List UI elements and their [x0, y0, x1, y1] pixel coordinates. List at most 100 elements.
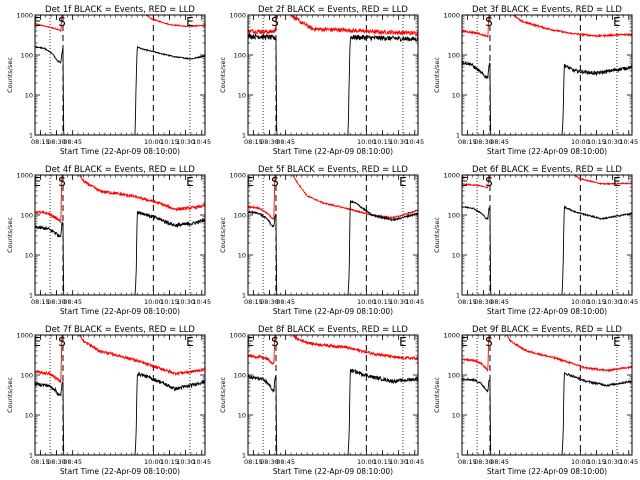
marker-label: E: [186, 175, 194, 189]
y-tick-label: 1: [456, 132, 460, 140]
x-tick-label: 10:15: [160, 458, 179, 466]
y-tick-label: 100: [448, 372, 460, 380]
x-tick-label: 10:30: [389, 458, 408, 466]
y-tick-label: 1000: [443, 332, 460, 340]
marker-label: S: [271, 175, 279, 189]
x-tick-label: 10:00: [144, 138, 163, 146]
plot-frame: [34, 334, 206, 456]
plot-frame: [461, 334, 633, 456]
chart-title: Det 9f BLACK = Events, RED = LLD: [472, 325, 622, 335]
x-tick-label: 08:30: [474, 458, 493, 466]
series-line-red: [462, 175, 632, 189]
y-tick-label: 100: [448, 52, 460, 60]
series-line-red: [248, 335, 418, 366]
y-axis-label: Counts/sec: [433, 377, 441, 413]
y-tick-label: 100: [234, 372, 246, 380]
marker-label: E: [613, 175, 621, 189]
x-tick-label: 08:30: [47, 138, 66, 146]
chart-panel-3: Det 3f BLACK = Events, RED = LLD Counts/s…: [433, 5, 638, 156]
x-axis-label: Start Time (22-Apr-09 08:10:00): [60, 467, 180, 476]
chart-title: Det 5f BLACK = Events, RED = LLD: [258, 165, 408, 175]
x-tick-label: 10:30: [603, 298, 622, 306]
x-tick-label: 08:30: [47, 298, 66, 306]
series-line-red: [35, 335, 205, 384]
y-axis-label: Counts/sec: [219, 377, 227, 413]
x-tick-label: 10:00: [571, 298, 590, 306]
marker-label: E: [399, 175, 407, 189]
y-tick-label: 100: [448, 212, 460, 220]
x-tick-label: 08:30: [260, 458, 279, 466]
y-tick-label: 1000: [229, 332, 246, 340]
x-tick-label: 10:15: [160, 298, 179, 306]
y-tick-label: 10: [25, 252, 33, 260]
series-line-red: [462, 15, 632, 39]
x-tick-label: 10:00: [144, 458, 163, 466]
y-axis-label: Counts/sec: [219, 217, 227, 253]
x-tick-label: 10:15: [160, 138, 179, 146]
marker-label: E: [246, 335, 254, 349]
x-tick-label: 10:45: [405, 298, 424, 306]
y-tick-label: 1000: [16, 12, 33, 20]
series-line-red: [35, 175, 205, 223]
marker-label: S: [485, 335, 493, 349]
x-tick-label: 10:30: [176, 458, 195, 466]
x-tick-label: 08:15: [31, 298, 50, 306]
y-axis-label: Counts/sec: [433, 57, 441, 93]
x-tick-label: 08:15: [31, 138, 50, 146]
y-tick-label: 100: [234, 212, 246, 220]
series-line-black: [462, 60, 632, 135]
x-tick-label: 10:30: [603, 138, 622, 146]
marker-label: S: [271, 15, 279, 29]
plot-frame: [247, 174, 419, 296]
x-axis-label: Start Time (22-Apr-09 08:10:00): [60, 307, 180, 316]
x-tick-label: 10:45: [619, 138, 638, 146]
marker-label: S: [485, 15, 493, 29]
chart-title: Det 1f BLACK = Events, RED = LLD: [45, 5, 195, 15]
y-axis-label: Counts/sec: [219, 57, 227, 93]
x-tick-label: 10:15: [373, 138, 392, 146]
series-line-black: [248, 32, 418, 135]
series-line-black: [462, 205, 632, 295]
x-tick-label: 10:45: [619, 298, 638, 306]
x-tick-label: 10:00: [571, 458, 590, 466]
plot-frame: [34, 174, 206, 296]
marker-label: E: [33, 335, 41, 349]
chart-panel-8: Det 8f BLACK = Events, RED = LLD Counts/s…: [219, 325, 424, 476]
marker-label: E: [613, 335, 621, 349]
x-axis-label: Start Time (22-Apr-09 08:10:00): [60, 147, 180, 156]
x-tick-label: 08:45: [276, 298, 295, 306]
chart-title: Det 7f BLACK = Events, RED = LLD: [45, 325, 195, 335]
x-tick-label: 08:45: [490, 298, 509, 306]
chart-title: Det 4f BLACK = Events, RED = LLD: [45, 165, 195, 175]
y-tick-label: 10: [238, 412, 246, 420]
chart-title: Det 8f BLACK = Events, RED = LLD: [258, 325, 408, 335]
x-tick-label: 08:15: [244, 458, 263, 466]
series-line-black: [248, 199, 418, 295]
x-tick-label: 10:45: [192, 138, 211, 146]
plot-frame: [461, 14, 633, 136]
x-tick-label: 08:45: [63, 458, 82, 466]
marker-label: E: [613, 15, 621, 29]
x-tick-label: 10:30: [176, 138, 195, 146]
plot-frame: [247, 14, 419, 136]
y-tick-label: 1: [456, 452, 460, 460]
x-axis-label: Start Time (22-Apr-09 08:10:00): [273, 467, 393, 476]
marker-label: E: [246, 175, 254, 189]
x-tick-label: 08:45: [276, 458, 295, 466]
y-tick-label: 10: [238, 252, 246, 260]
x-tick-label: 08:45: [63, 138, 82, 146]
y-tick-label: 1000: [16, 172, 33, 180]
x-tick-label: 08:30: [260, 138, 279, 146]
x-tick-label: 08:45: [276, 138, 295, 146]
marker-label: S: [58, 15, 66, 29]
y-axis-label: Counts/sec: [433, 217, 441, 253]
x-tick-label: 08:15: [244, 138, 263, 146]
plot-frame: [247, 334, 419, 456]
x-tick-label: 10:45: [619, 458, 638, 466]
marker-label: E: [186, 15, 194, 29]
y-tick-label: 10: [452, 412, 460, 420]
series-line-black: [462, 371, 632, 455]
x-tick-label: 10:00: [357, 458, 376, 466]
x-tick-label: 10:15: [587, 458, 606, 466]
series-line-red: [35, 15, 205, 32]
